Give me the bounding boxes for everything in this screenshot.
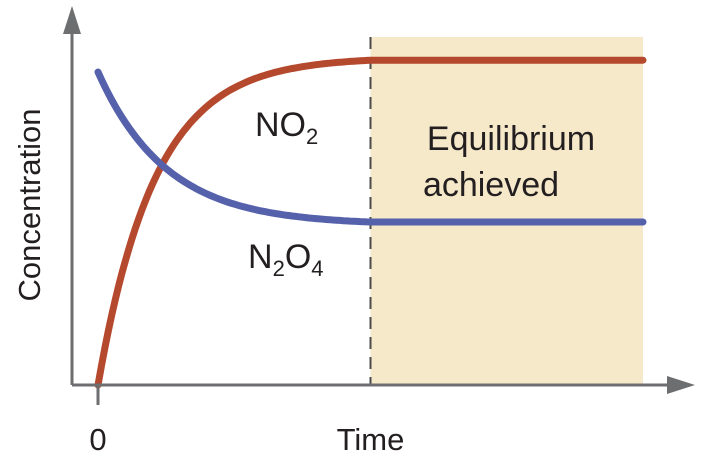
series-n2o4-label-main-2: O [285,238,311,276]
series-n2o4-label-subscript-1: 2 [273,256,285,281]
y-axis-label: Concentration [12,108,47,301]
y-axis-arrow-icon [63,6,81,34]
series-no2-line [94,56,647,389]
equilibrium-label-line-2: achieved [423,166,559,204]
series-n2o4-label-main-1: N [248,238,273,276]
x-tick-label: 0 [89,422,106,457]
x-axis-label: Time [337,422,405,457]
series-n2o4-label: N2O4 [248,238,324,281]
series-n2o4-line [94,68,647,226]
equilibrium-label-line-1: Equilibrium [427,120,595,158]
series-no2-label-main: NO [255,106,306,144]
series-n2o4-label-subscript-2: 4 [311,256,323,281]
x-axis-arrow-icon [667,376,695,394]
series-no2-label: NO2 [255,106,318,149]
series-no2-label-subscript: 2 [306,124,318,149]
equilibrium-region [370,37,643,385]
